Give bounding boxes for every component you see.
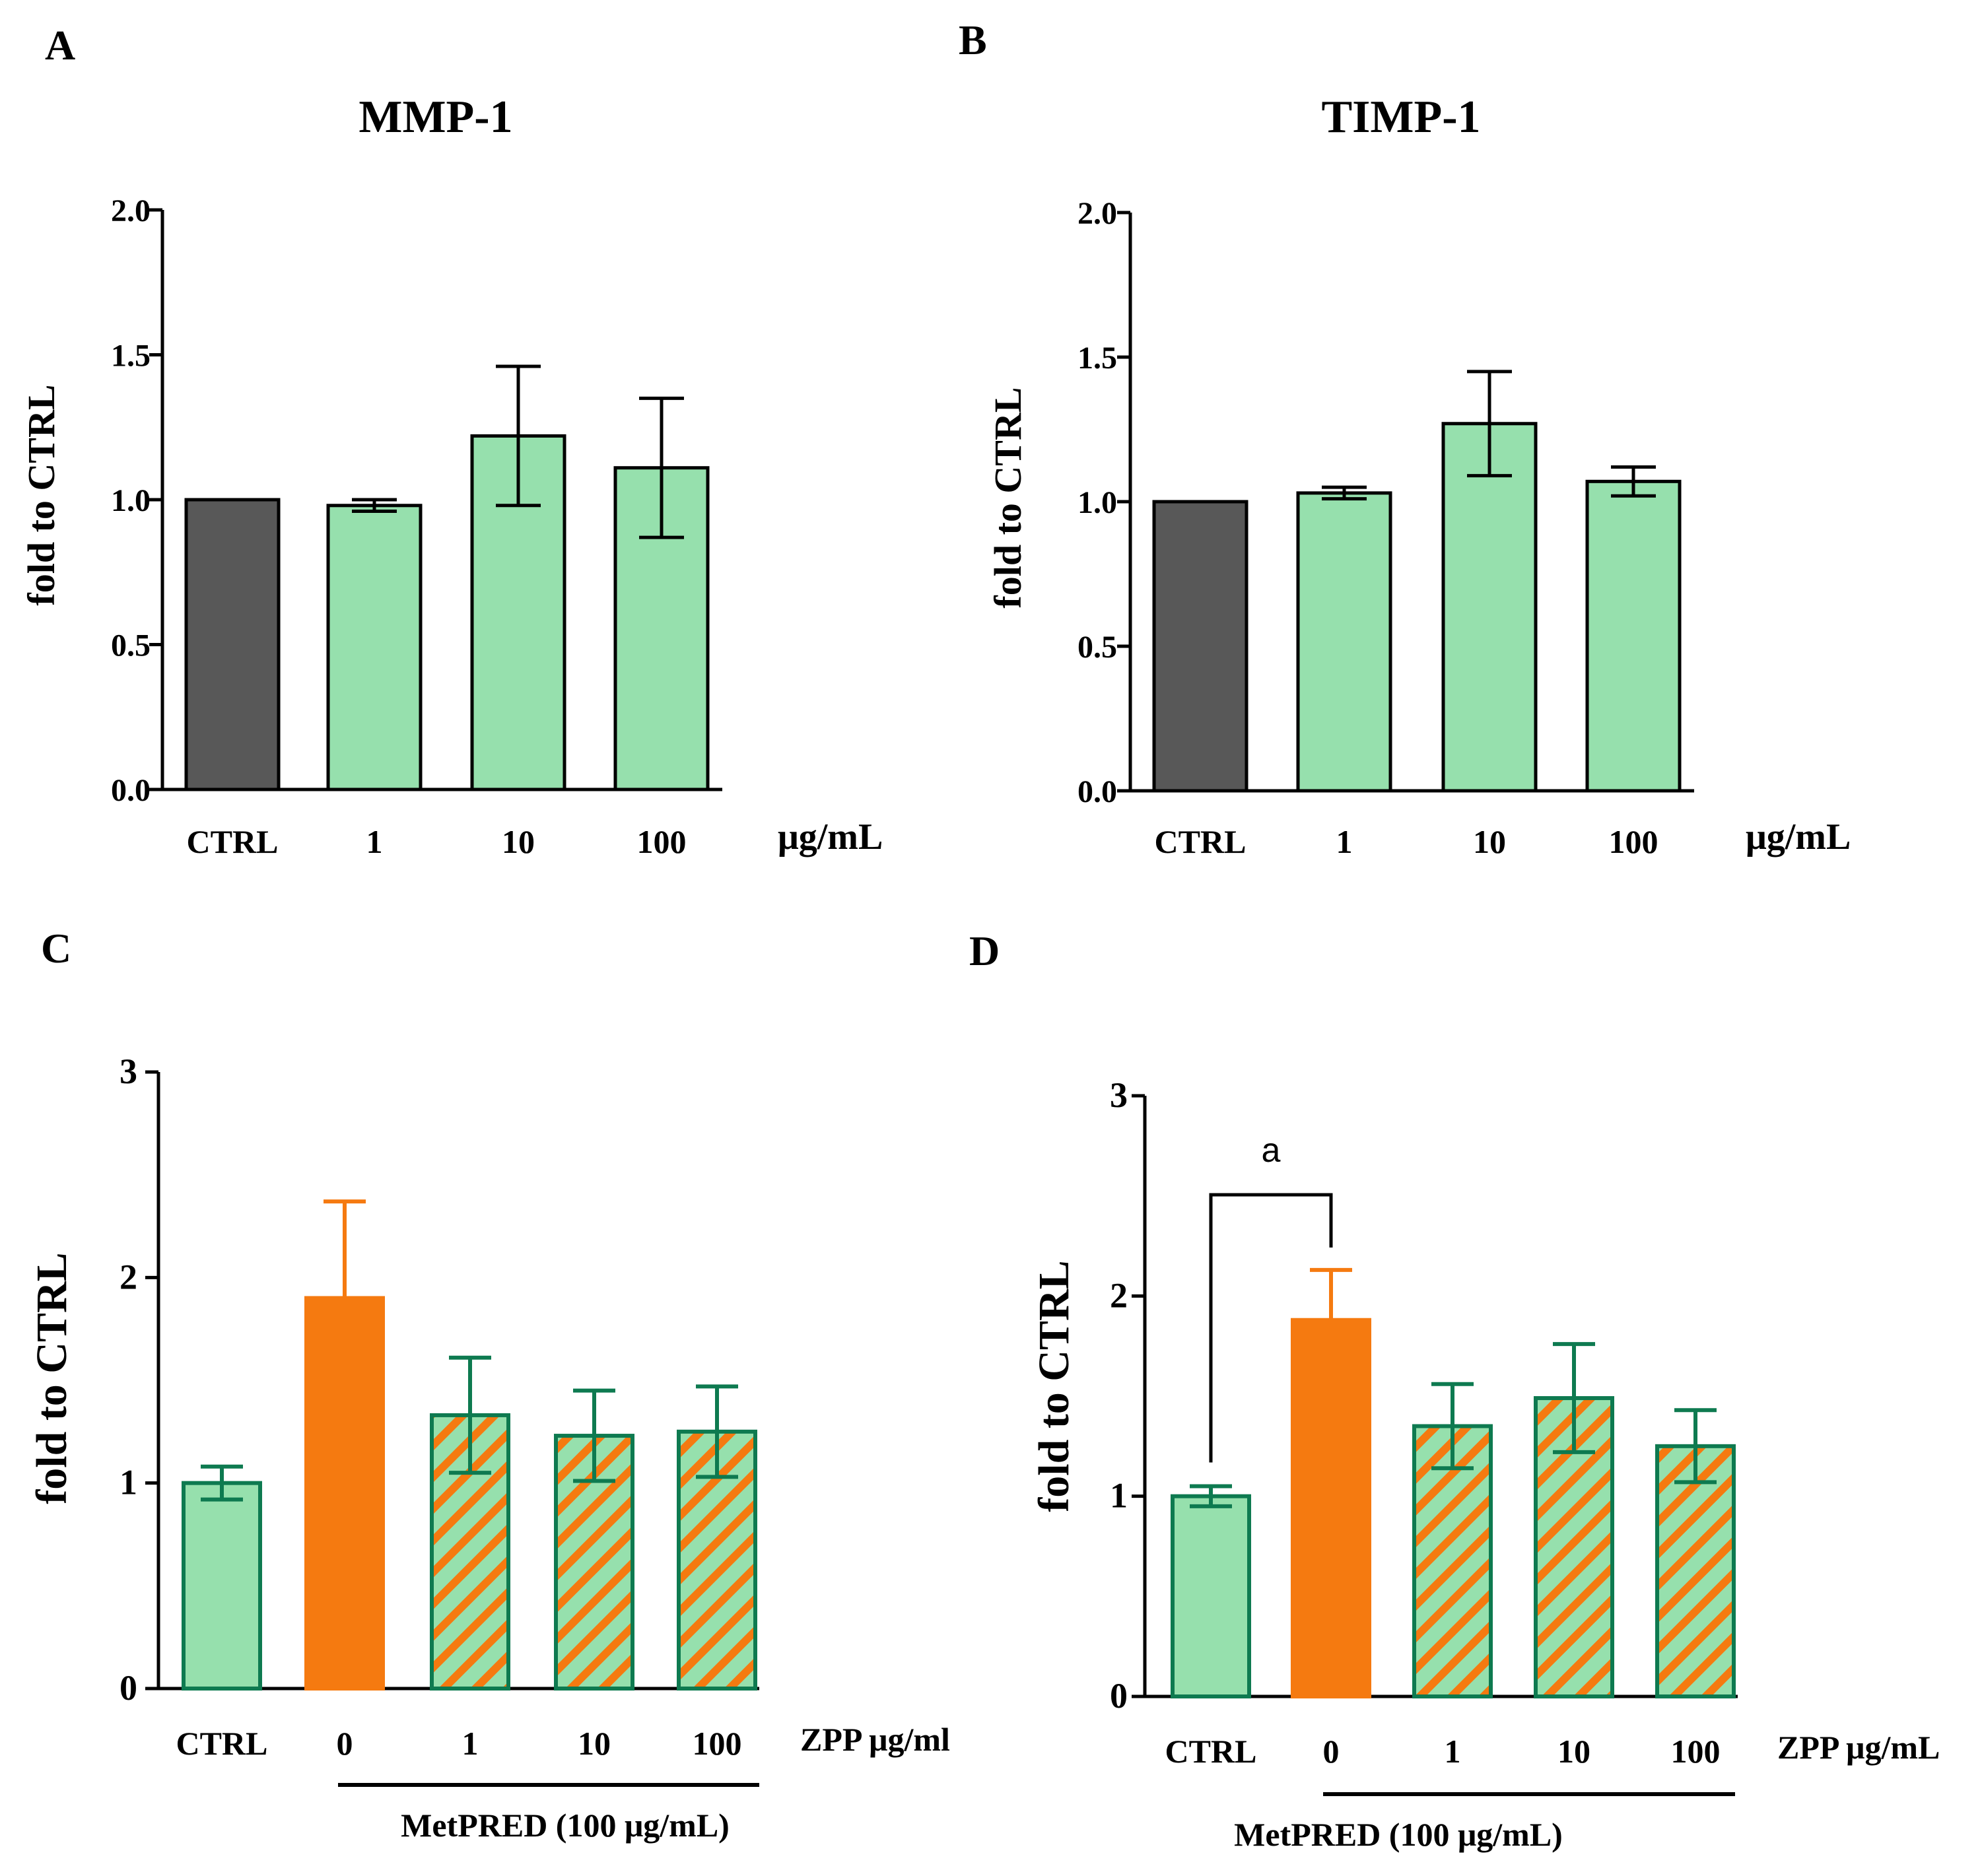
bar-CTRL — [184, 498, 281, 791]
y-tick-label: 1.5 — [1077, 341, 1117, 376]
panel-a-unit-label: μg/mL — [778, 817, 883, 857]
x-tick-label: 10 — [1557, 1733, 1590, 1770]
significance-bracket — [1209, 1193, 1333, 1463]
panel-a-y-axis-label: fold to CTRL — [20, 384, 63, 605]
x-tick-label: 10 — [1473, 823, 1506, 860]
panel-d-y-axis-label: fold to CTRL — [1030, 1260, 1078, 1512]
panel-c-letter: C — [41, 925, 71, 972]
bar-100 — [1655, 1444, 1736, 1698]
panel-d-chart: D fold to CTRL ZPP μg/mL MetPRED (100 μg… — [969, 927, 1940, 1853]
y-tick-label: 0.5 — [1077, 630, 1117, 665]
y-tick-label: 1.5 — [111, 339, 151, 374]
panel-d-letter: D — [969, 927, 1000, 974]
y-tick-label: 0.5 — [111, 628, 151, 663]
x-tick-label: CTRL — [1165, 1733, 1257, 1770]
x-tick-label: 1 — [1336, 823, 1353, 860]
x-tick-label: 1 — [1445, 1733, 1461, 1770]
y-tick-label: 2.0 — [1077, 196, 1117, 231]
x-tick-label: CTRL — [176, 1725, 268, 1762]
bar-10 — [1441, 422, 1538, 793]
x-tick-label: 100 — [693, 1725, 742, 1762]
y-tick-label: 2 — [120, 1257, 137, 1296]
x-tick-label: 1 — [462, 1725, 479, 1762]
x-tick-label: 10 — [502, 823, 535, 860]
bar-CTRL — [1152, 500, 1248, 793]
x-tick-label: 0 — [1323, 1733, 1340, 1770]
bar-1 — [326, 504, 423, 791]
panel-c-unit-label: ZPP μg/ml — [800, 1721, 950, 1758]
x-tick-label: 1 — [366, 823, 383, 860]
panel-b-letter: B — [959, 17, 987, 63]
x-tick-label: 100 — [637, 823, 687, 860]
y-tick-label: 2.0 — [111, 193, 151, 228]
panel-c-group-label: MetPRED (100 μg/mL) — [401, 1807, 730, 1844]
x-tick-label: CTRL — [187, 823, 279, 860]
x-tick-label: 100 — [1671, 1733, 1721, 1770]
y-tick-label: 1.0 — [111, 483, 151, 518]
panel-a-letter: A — [45, 22, 75, 69]
panel-b-unit-label: μg/mL — [1746, 817, 1851, 857]
y-tick-label: 1 — [1110, 1476, 1128, 1516]
y-tick-label: 1 — [120, 1463, 137, 1502]
y-tick-label: 0.0 — [111, 773, 151, 808]
y-tick-label: 3 — [120, 1052, 137, 1091]
panel-a-title: MMP-1 — [359, 92, 512, 143]
bar-CTRL — [1171, 1494, 1251, 1699]
panel-c-chart: C fold to CTRL ZPP μg/ml MetPRED (100 μg… — [28, 925, 950, 1844]
panel-d-unit-label: ZPP μg/mL — [1777, 1729, 1940, 1766]
y-tick-label: 0.0 — [1077, 774, 1117, 809]
y-tick-label: 3 — [1110, 1075, 1128, 1115]
y-tick-label: 2 — [1110, 1275, 1128, 1315]
bar-1 — [1296, 491, 1392, 793]
y-tick-label: 0 — [1110, 1676, 1128, 1716]
bar-100 — [613, 466, 710, 791]
bar-100 — [1585, 479, 1682, 793]
x-tick-label: 10 — [578, 1725, 611, 1762]
x-tick-label: 0 — [337, 1725, 353, 1762]
bar-CTRL — [182, 1481, 262, 1691]
panel-b-chart: B TIMP-1 fold to CTRL μg/mL 0.0 0.5 1.0 1.5… — [959, 17, 1851, 860]
panel-c-y-axis-label: fold to CTRL — [28, 1252, 76, 1504]
panel-b-title: TIMP-1 — [1321, 92, 1480, 143]
significance-label: a — [1262, 1131, 1281, 1170]
panel-d-group-label: MetPRED (100 μg/mL) — [1234, 1816, 1563, 1853]
y-tick-label: 0 — [120, 1668, 137, 1708]
panel-b-y-axis-label: fold to CTRL — [986, 387, 1029, 608]
bar-1 — [1412, 1424, 1493, 1698]
x-tick-label: 100 — [1609, 823, 1658, 860]
x-tick-label: CTRL — [1155, 823, 1247, 860]
bar-0 — [1291, 1318, 1371, 1698]
y-tick-label: 1.0 — [1077, 485, 1117, 520]
panel-a-chart: A MMP-1 fold to CTRL μg/mL 0.0 0.5 1.0 1.5 2… — [20, 22, 883, 860]
